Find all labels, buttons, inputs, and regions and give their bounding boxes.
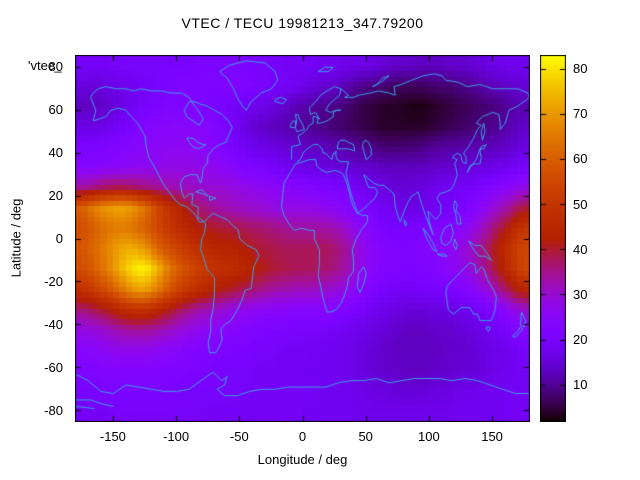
x-tick-label: 0 (298, 429, 307, 444)
y-tick-label: 60 (48, 102, 63, 118)
y-tick-label: -80 (44, 402, 63, 418)
y-tick-label: -20 (44, 273, 63, 289)
x-tick-label: 150 (481, 429, 503, 444)
colorbar-tick-label: 10 (573, 377, 588, 393)
colorbar-tick-label: 50 (573, 196, 588, 212)
y-tick-label: 0 (55, 231, 63, 246)
y-tick-label: -60 (44, 359, 63, 375)
y-tick-label: 20 (48, 188, 63, 204)
colorbar-tick-label: 70 (573, 106, 588, 122)
x-axis-label: Longitude / deg (257, 452, 348, 467)
plot-area (75, 55, 530, 422)
y-tick-label: 40 (48, 145, 63, 161)
colorbar (540, 55, 566, 422)
colorbar-canvas (540, 55, 566, 422)
colorbar-tick-label: 20 (573, 332, 588, 348)
x-tick-label: 100 (418, 429, 440, 444)
x-tick-label: -50 (229, 429, 249, 444)
legend-key-label: 'vtec_ (28, 58, 62, 73)
vtec-heatmap-canvas (75, 55, 530, 422)
colorbar-tick-label: 80 (573, 61, 588, 77)
y-tick-label: 80 (48, 59, 63, 75)
x-tick-label: 50 (358, 429, 373, 444)
x-tick-label: -150 (99, 429, 126, 444)
plot-title: VTEC / TECU 19981213_347.79200 (181, 15, 424, 31)
colorbar-tick-label: 60 (573, 151, 588, 167)
colorbar-tick-label: 40 (573, 241, 588, 257)
y-tick-label: -40 (44, 316, 63, 332)
colorbar-tick-label: 30 (573, 286, 588, 302)
x-tick-label: -100 (163, 429, 190, 444)
